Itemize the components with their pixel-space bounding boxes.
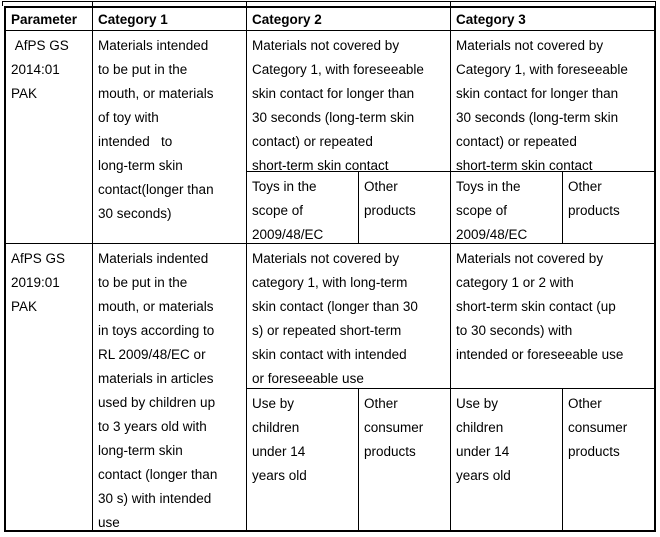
row-2019-parameter: AfPS GS 2019:01 PAK: [6, 244, 92, 530]
row-2014-category-2-toys-subcell: Toys in the scope of 2009/48/EC: [247, 172, 358, 243]
header-category-3: Category 3: [451, 8, 654, 30]
row-2014-category-3-other-subcell: Other products: [563, 172, 654, 243]
crop-artifact-top-line: [2, 1, 656, 2]
header-parameter: Parameter: [6, 8, 92, 30]
crop-artifact-stub-left: [2, 1, 3, 6]
row-2019-category-3-other-subcell: Other consumer products: [563, 389, 654, 530]
row-2014-category-3-main: Materials not covered by Category 1, wit…: [451, 31, 654, 171]
row-2019-category-2-main: Materials not covered by category 1, wit…: [247, 244, 450, 388]
row-2014-parameter: AfPS GS 2014:01 PAK: [6, 31, 92, 243]
header-category-2: Category 2: [247, 8, 450, 30]
crop-artifact-stub-right: [655, 1, 656, 6]
row-2014-category-2-main: Materials not covered by Category 1, wit…: [247, 31, 450, 171]
header-category-1: Category 1: [93, 8, 246, 30]
row-2019-category-2-other-subcell: Other consumer products: [359, 389, 450, 530]
row-2019-category-2-children-subcell: Use by children under 14 years old: [247, 389, 358, 530]
crop-artifact-stub-col1: [92, 1, 93, 6]
crop-artifact-stub-col2: [246, 1, 247, 6]
row-2019-category-3-main: Materials not covered by category 1 or 2…: [451, 244, 654, 388]
row-2019-category-1: Materials indented to be put in the mout…: [93, 244, 246, 530]
crop-artifact-stub-col3: [450, 1, 451, 6]
row-2014-category-1: Materials intended to be put in the mout…: [93, 31, 246, 243]
row-2014-category-2-other-subcell: Other products: [359, 172, 450, 243]
row-2019-category-3-children-subcell: Use by children under 14 years old: [451, 389, 562, 530]
comparison-table: Parameter Category 1 Category 2 Category…: [4, 6, 656, 532]
row-2014-category-3-toys-subcell: Toys in the scope of 2009/48/EC: [451, 172, 562, 243]
